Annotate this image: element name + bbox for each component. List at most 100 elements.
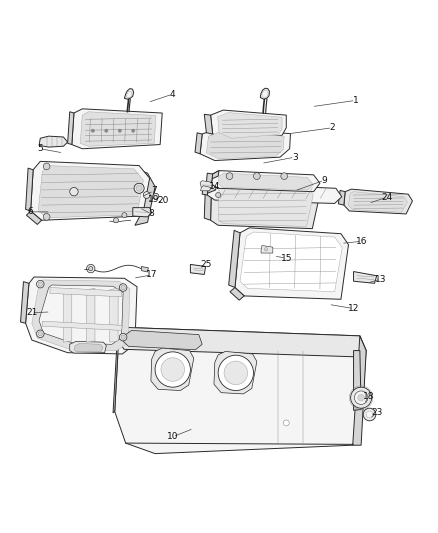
Polygon shape [39, 136, 67, 147]
Polygon shape [204, 182, 212, 220]
Polygon shape [67, 112, 74, 144]
Text: 15: 15 [280, 254, 292, 263]
Polygon shape [339, 190, 345, 205]
Polygon shape [21, 281, 29, 324]
Polygon shape [133, 168, 155, 225]
Polygon shape [212, 171, 219, 179]
Text: 23: 23 [371, 408, 382, 417]
Circle shape [153, 193, 159, 199]
Polygon shape [87, 288, 95, 342]
Polygon shape [124, 88, 134, 99]
Polygon shape [38, 166, 143, 217]
Circle shape [119, 284, 127, 292]
Polygon shape [50, 287, 121, 297]
Polygon shape [349, 192, 407, 212]
Text: 6: 6 [27, 207, 33, 216]
Circle shape [281, 173, 287, 180]
Polygon shape [260, 88, 269, 99]
Circle shape [363, 408, 376, 421]
Circle shape [87, 264, 95, 273]
Text: 20: 20 [158, 196, 169, 205]
Polygon shape [80, 112, 156, 146]
Text: 25: 25 [201, 260, 212, 269]
Polygon shape [204, 114, 213, 134]
Polygon shape [240, 232, 342, 292]
Circle shape [283, 420, 289, 426]
Polygon shape [42, 321, 122, 330]
Polygon shape [206, 173, 213, 184]
Circle shape [143, 192, 150, 198]
Polygon shape [141, 266, 148, 272]
Circle shape [43, 214, 50, 220]
Polygon shape [218, 112, 282, 138]
Circle shape [354, 391, 368, 405]
Polygon shape [191, 264, 205, 274]
Text: 5: 5 [37, 144, 43, 154]
Circle shape [36, 330, 44, 337]
Polygon shape [32, 280, 130, 351]
Polygon shape [115, 327, 366, 454]
Circle shape [224, 361, 247, 385]
Polygon shape [74, 343, 103, 352]
Circle shape [136, 185, 142, 191]
Text: 7: 7 [151, 187, 157, 195]
Circle shape [91, 129, 95, 132]
Polygon shape [200, 128, 290, 160]
Circle shape [118, 129, 121, 132]
Polygon shape [211, 110, 286, 140]
Text: 14: 14 [209, 182, 220, 191]
Polygon shape [201, 186, 211, 191]
Text: 12: 12 [348, 304, 359, 313]
Polygon shape [235, 228, 349, 300]
Polygon shape [70, 341, 106, 353]
Polygon shape [64, 288, 72, 342]
Polygon shape [206, 132, 284, 159]
Circle shape [121, 286, 125, 289]
Circle shape [218, 355, 254, 391]
Circle shape [121, 335, 125, 339]
Polygon shape [39, 285, 123, 344]
Text: 10: 10 [167, 432, 179, 441]
Text: 18: 18 [363, 392, 374, 401]
Circle shape [134, 183, 144, 193]
Circle shape [265, 247, 268, 251]
Text: 13: 13 [375, 274, 387, 284]
Circle shape [366, 411, 373, 418]
Circle shape [350, 387, 371, 408]
Text: 19: 19 [148, 195, 159, 204]
Polygon shape [26, 211, 42, 224]
Polygon shape [25, 168, 33, 211]
Polygon shape [262, 90, 268, 98]
Circle shape [226, 173, 233, 180]
Circle shape [113, 217, 119, 223]
Polygon shape [229, 230, 240, 287]
Text: 9: 9 [321, 176, 327, 185]
Polygon shape [207, 183, 342, 204]
Polygon shape [25, 277, 137, 354]
Circle shape [36, 280, 44, 288]
Polygon shape [214, 351, 257, 394]
Text: 1: 1 [353, 96, 359, 105]
Polygon shape [123, 330, 202, 350]
Circle shape [88, 266, 93, 271]
Polygon shape [211, 181, 320, 229]
Text: 8: 8 [149, 209, 155, 219]
Polygon shape [110, 288, 118, 342]
Polygon shape [31, 161, 150, 220]
Polygon shape [117, 327, 366, 357]
Polygon shape [151, 348, 194, 391]
Polygon shape [133, 208, 152, 217]
Polygon shape [200, 181, 213, 188]
Text: 2: 2 [330, 123, 336, 132]
Text: 3: 3 [292, 152, 297, 161]
Polygon shape [353, 351, 361, 410]
Polygon shape [202, 186, 208, 195]
Polygon shape [212, 171, 320, 192]
Polygon shape [127, 91, 132, 98]
Polygon shape [195, 133, 202, 154]
Circle shape [105, 129, 108, 132]
Circle shape [131, 129, 135, 132]
Text: 4: 4 [170, 90, 176, 99]
Polygon shape [208, 134, 227, 144]
Circle shape [215, 192, 221, 198]
